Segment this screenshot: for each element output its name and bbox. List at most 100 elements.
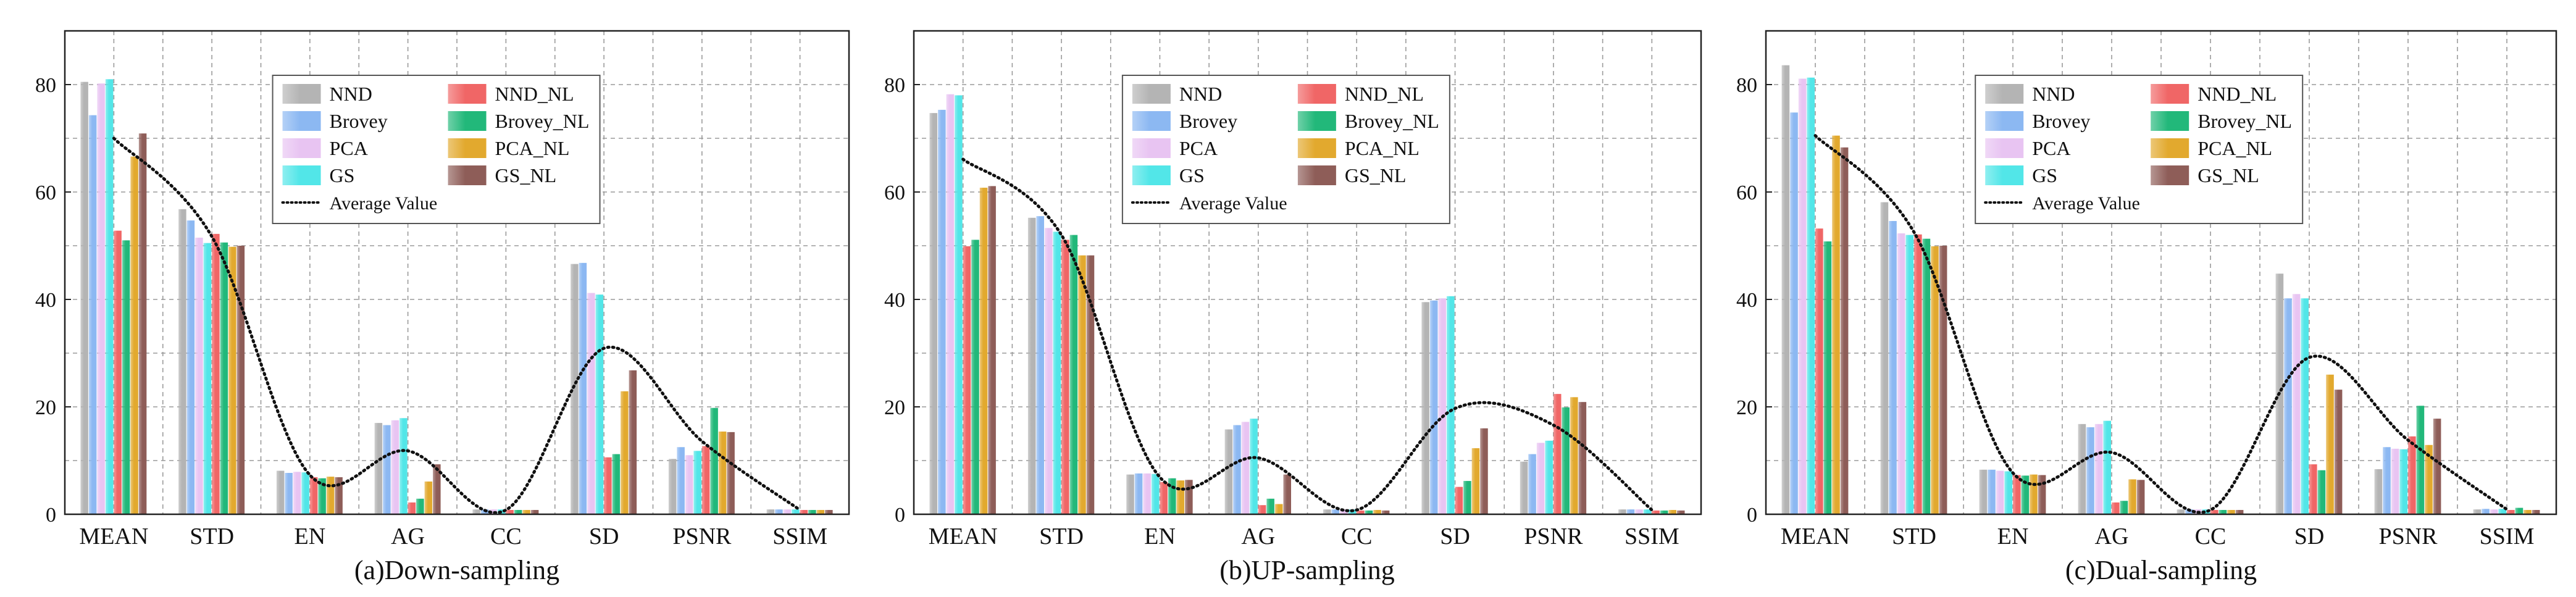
bar-PCA-EN xyxy=(293,472,301,514)
bar-NND_NL-AG xyxy=(1258,505,1266,514)
bar-GS_NL-PSNR xyxy=(2433,419,2441,514)
bar-Brovey_NL-CC xyxy=(1365,510,1373,514)
legend-swatch-GS xyxy=(1985,165,2024,185)
legend-swatch-GS_NL xyxy=(1297,165,1336,185)
legend-label-PCA_NL: PCA_NL xyxy=(495,137,570,159)
bar-PCA-MEAN xyxy=(97,83,105,514)
bar-PCA_NL-SSIM xyxy=(2524,510,2532,514)
y-tick-label: 40 xyxy=(1736,289,1757,312)
bar-Brovey-STD xyxy=(186,220,195,514)
bar-Brovey_NL-SSIM xyxy=(2515,507,2524,514)
bar-NND-SSIM xyxy=(766,509,775,514)
bar-Brovey_NL-SSIM xyxy=(1660,510,1668,514)
bar-PCA-STD xyxy=(1044,228,1053,514)
bar-PCA-PSNR xyxy=(1536,443,1545,514)
bar-Brovey-STD xyxy=(1036,216,1044,514)
bar-GS-SSIM xyxy=(792,509,800,514)
legend: NND Brovey PCA GS NND_NL Brovey_NL PCA_NL GS_NL… xyxy=(272,75,601,224)
legend-label-NND_NL: NND_NL xyxy=(1345,83,1424,105)
x-tick-label: MEAN xyxy=(79,524,148,549)
bar-NND-PSNR xyxy=(2374,469,2383,514)
bar-PCA_NL-PSNR xyxy=(2425,445,2433,514)
x-tick-label: SD xyxy=(589,524,619,549)
bar-NND-EN xyxy=(1126,474,1134,514)
legend-swatch-NND_NL xyxy=(2151,84,2189,104)
bar-Brovey_NL-PSNR xyxy=(1562,407,1570,514)
x-tick-label: STD xyxy=(1892,524,1936,549)
bar-PCA-SSIM xyxy=(1635,509,1643,514)
bar-Brovey-EN xyxy=(1988,469,1996,514)
bar-Brovey_NL-EN xyxy=(318,478,326,514)
bar-Brovey-AG xyxy=(2086,427,2094,514)
bar-NND_NL-STD xyxy=(212,233,220,514)
bar-NND_NL-EN xyxy=(309,477,318,514)
bar-PCA-PSNR xyxy=(2391,448,2399,514)
bar-PCA_NL-MEAN xyxy=(979,188,988,514)
bar-GS-EN xyxy=(2004,471,2012,514)
bar-NND-PSNR xyxy=(668,459,677,514)
legend-swatch-Brovey_NL xyxy=(1297,111,1336,131)
bar-PCA_NL-EN xyxy=(326,477,335,514)
bar-NND_NL-SSIM xyxy=(800,510,808,514)
bar-GS-AG xyxy=(2103,420,2111,514)
bar-Brovey-PSNR xyxy=(2383,447,2391,514)
bar-NND_NL-PSNR xyxy=(701,446,710,514)
plot-frame xyxy=(1765,30,2557,516)
bar-GS_NL-AG xyxy=(2136,480,2145,514)
bar-GS-SD xyxy=(595,294,604,514)
bar-Brovey_NL-STD xyxy=(1922,238,1931,514)
bar-Brovey_NL-PSNR xyxy=(2416,406,2425,514)
x-tick-label: CC xyxy=(2195,524,2227,549)
bar-NND_NL-CC xyxy=(1357,510,1365,514)
legend-label-Brovey_NL: Brovey_NL xyxy=(1345,110,1439,132)
bar-GS_NL-CC xyxy=(2235,510,2244,514)
bar-GS_NL-PSNR xyxy=(1578,402,1587,514)
bar-GS_NL-SSIM xyxy=(2532,510,2540,514)
bar-Brovey-SSIM xyxy=(775,509,783,514)
bar-PCA_NL-EN xyxy=(1176,480,1185,514)
legend-box xyxy=(1121,75,1450,224)
x-tick-label: EN xyxy=(295,524,326,549)
bar-GS-EN xyxy=(1151,474,1160,514)
bar-NND_NL-PSNR xyxy=(2408,436,2416,514)
bar-NND_NL-MEAN xyxy=(963,246,971,514)
legend-box xyxy=(1975,75,2304,224)
legend-label-average: Average Value xyxy=(330,193,438,214)
y-tick-label: 20 xyxy=(35,396,56,419)
legend-label-Brovey: Brovey xyxy=(2032,110,2090,132)
bar-PCA_NL-SD xyxy=(2326,374,2334,514)
bar-GS_NL-EN xyxy=(2038,475,2046,514)
bar-Brovey-SSIM xyxy=(1626,509,1635,514)
bar-NND-AG xyxy=(2078,424,2086,514)
y-tick-label: 20 xyxy=(1736,396,1757,419)
legend-swatch-Brovey_NL xyxy=(2151,111,2189,131)
bar-Brovey-MEAN xyxy=(88,115,97,515)
legend-box xyxy=(272,75,601,224)
bar-NND-CC xyxy=(472,509,480,514)
bar-PCA_NL-PSNR xyxy=(718,432,727,514)
bar-GS_NL-CC xyxy=(1381,510,1390,514)
bar-Brovey-PSNR xyxy=(1528,454,1536,514)
bar-PCA_NL-SD xyxy=(621,391,629,514)
legend-label-NND_NL: NND_NL xyxy=(495,83,574,105)
bar-Brovey_NL-EN xyxy=(2021,475,2030,514)
average-value-curve xyxy=(961,157,1654,512)
bar-NND_NL-SSIM xyxy=(2507,510,2515,514)
legend: NND Brovey PCA GS NND_NL Brovey_NL PCA_NL GS_NL… xyxy=(1121,75,1450,224)
bar-GS_NL-EN xyxy=(335,477,343,514)
bar-PCA-CC xyxy=(1340,509,1348,514)
bar-GS-SD xyxy=(1447,296,1455,514)
bar-PCA_NL-PSNR xyxy=(1570,397,1578,514)
bar-Brovey-EN xyxy=(285,473,293,514)
legend-label-GS_NL: GS_NL xyxy=(2198,164,2259,186)
bar-Brovey-STD xyxy=(1889,220,1897,514)
bar-GS-PSNR xyxy=(1545,440,1553,514)
legend-label-PCA: PCA xyxy=(2032,137,2070,159)
legend: NND Brovey PCA GS NND_NL Brovey_NL PCA_NL GS_NL… xyxy=(1975,75,2304,224)
x-tick-label: MEAN xyxy=(1781,524,1850,549)
legend-label-Brovey_NL: Brovey_NL xyxy=(495,110,590,132)
legend-swatch-Brovey xyxy=(282,111,321,131)
bar-GS-AG xyxy=(399,418,408,514)
bar-NND-SSIM xyxy=(1618,509,1626,514)
bar-NND_NL-CC xyxy=(506,510,514,514)
